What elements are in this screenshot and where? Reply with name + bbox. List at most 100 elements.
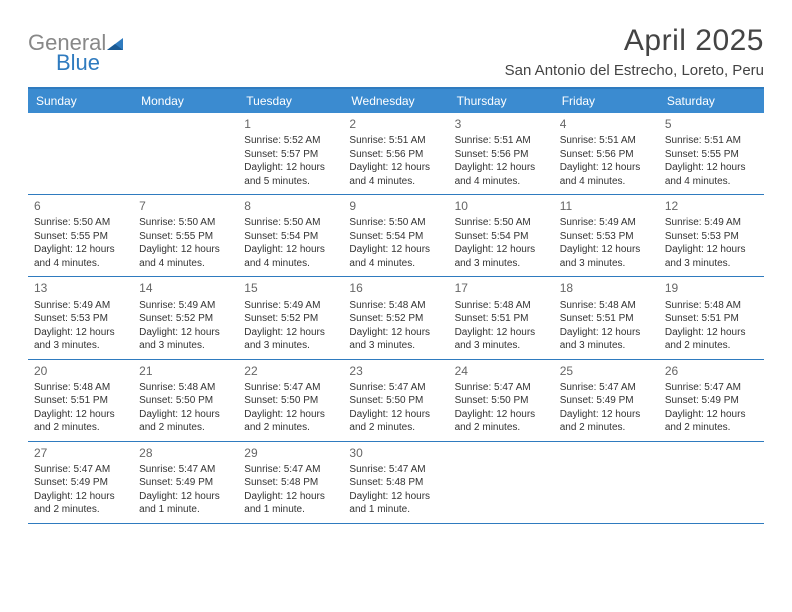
day-cell: 24Sunrise: 5:47 AMSunset: 5:50 PMDayligh… [449,360,554,441]
day-cell: 27Sunrise: 5:47 AMSunset: 5:49 PMDayligh… [28,442,133,523]
sunrise-text: Sunrise: 5:47 AM [244,381,337,395]
day-number: 2 [349,116,442,132]
daylight-text: Daylight: 12 hours and 4 minutes. [244,243,337,270]
day-number: 16 [349,280,442,296]
day-cell: 25Sunrise: 5:47 AMSunset: 5:49 PMDayligh… [554,360,659,441]
sunset-text: Sunset: 5:50 PM [349,394,442,408]
weekday-header: Friday [554,89,659,113]
day-cell: 10Sunrise: 5:50 AMSunset: 5:54 PMDayligh… [449,195,554,276]
day-number: 6 [34,198,127,214]
daylight-text: Daylight: 12 hours and 2 minutes. [139,408,232,435]
day-cell: 21Sunrise: 5:48 AMSunset: 5:50 PMDayligh… [133,360,238,441]
day-cell: 8Sunrise: 5:50 AMSunset: 5:54 PMDaylight… [238,195,343,276]
sunrise-text: Sunrise: 5:47 AM [244,463,337,477]
daylight-text: Daylight: 12 hours and 4 minutes. [349,243,442,270]
daylight-text: Daylight: 12 hours and 3 minutes. [34,326,127,353]
day-number: 8 [244,198,337,214]
weeks-container: 1Sunrise: 5:52 AMSunset: 5:57 PMDaylight… [28,113,764,524]
daylight-text: Daylight: 12 hours and 4 minutes. [349,161,442,188]
daylight-text: Daylight: 12 hours and 4 minutes. [560,161,653,188]
sunrise-text: Sunrise: 5:50 AM [349,216,442,230]
daylight-text: Daylight: 12 hours and 2 minutes. [455,408,548,435]
sunset-text: Sunset: 5:51 PM [560,312,653,326]
day-number: 26 [665,363,758,379]
empty-day-cell [659,442,764,523]
sunset-text: Sunset: 5:54 PM [244,230,337,244]
day-number: 15 [244,280,337,296]
day-cell: 1Sunrise: 5:52 AMSunset: 5:57 PMDaylight… [238,113,343,194]
daylight-text: Daylight: 12 hours and 2 minutes. [244,408,337,435]
weekday-header-row: Sunday Monday Tuesday Wednesday Thursday… [28,89,764,113]
logo: GeneralBlue [28,24,124,76]
week-row: 1Sunrise: 5:52 AMSunset: 5:57 PMDaylight… [28,113,764,195]
day-cell: 11 Sunrise: 5:49 AMSunset: 5:53 PMDayligh… [554,195,659,276]
daylight-text: Daylight: 12 hours and 2 minutes. [665,408,758,435]
sunset-text: Sunset: 5:50 PM [139,394,232,408]
daylight-text: Daylight: 12 hours and 2 minutes. [34,408,127,435]
daylight-text: Daylight: 12 hours and 1 minute. [244,490,337,517]
day-cell: 6Sunrise: 5:50 AMSunset: 5:55 PMDaylight… [28,195,133,276]
daylight-text: Daylight: 12 hours and 5 minutes. [244,161,337,188]
weekday-header: Monday [133,89,238,113]
day-number: 24 [455,363,548,379]
sunset-text: Sunset: 5:55 PM [139,230,232,244]
daylight-text: Daylight: 12 hours and 3 minutes. [349,326,442,353]
day-number: 17 [455,280,548,296]
day-number: 1 [244,116,337,132]
sunrise-text: Sunrise: 5:48 AM [665,299,758,313]
day-number: 11 [560,198,653,214]
sunset-text: Sunset: 5:49 PM [139,476,232,490]
sunset-text: Sunset: 5:55 PM [34,230,127,244]
day-number: 13 [34,280,127,296]
daylight-text: Daylight: 12 hours and 1 minute. [139,490,232,517]
daylight-text: Daylight: 12 hours and 3 minutes. [560,243,653,270]
empty-day-cell [449,442,554,523]
empty-day-cell [133,113,238,194]
sunrise-text: Sunrise: 5:48 AM [455,299,548,313]
sunset-text: Sunset: 5:57 PM [244,148,337,162]
day-cell: 29Sunrise: 5:47 AMSunset: 5:48 PMDayligh… [238,442,343,523]
day-cell: 30Sunrise: 5:47 AMSunset: 5:48 PMDayligh… [343,442,448,523]
day-cell: 28Sunrise: 5:47 AMSunset: 5:49 PMDayligh… [133,442,238,523]
day-cell: 12Sunrise: 5:49 AMSunset: 5:53 PMDayligh… [659,195,764,276]
sunrise-text: Sunrise: 5:49 AM [244,299,337,313]
daylight-text: Daylight: 12 hours and 3 minutes. [244,326,337,353]
day-cell: 9Sunrise: 5:50 AMSunset: 5:54 PMDaylight… [343,195,448,276]
daylight-text: Daylight: 12 hours and 2 minutes. [560,408,653,435]
day-number: 7 [139,198,232,214]
day-number: 29 [244,445,337,461]
sunset-text: Sunset: 5:51 PM [34,394,127,408]
sunrise-text: Sunrise: 5:48 AM [34,381,127,395]
daylight-text: Daylight: 12 hours and 2 minutes. [34,490,127,517]
sunset-text: Sunset: 5:56 PM [560,148,653,162]
sunset-text: Sunset: 5:52 PM [139,312,232,326]
sunrise-text: Sunrise: 5:47 AM [560,381,653,395]
weekday-header: Tuesday [238,89,343,113]
sunrise-text: Sunrise: 5:49 AM [34,299,127,313]
empty-day-cell [28,113,133,194]
daylight-text: Daylight: 12 hours and 4 minutes. [455,161,548,188]
day-number: 25 [560,363,653,379]
calendar-grid: Sunday Monday Tuesday Wednesday Thursday… [28,87,764,524]
weekday-header: Thursday [449,89,554,113]
day-number: 19 [665,280,758,296]
day-cell: 5Sunrise: 5:51 AMSunset: 5:55 PMDaylight… [659,113,764,194]
day-number: 3 [455,116,548,132]
sunrise-text: Sunrise: 5:50 AM [455,216,548,230]
day-number: 22 [244,363,337,379]
sunset-text: Sunset: 5:54 PM [349,230,442,244]
daylight-text: Daylight: 12 hours and 1 minute. [349,490,442,517]
sunrise-text: Sunrise: 5:49 AM [665,216,758,230]
daylight-text: Daylight: 12 hours and 4 minutes. [665,161,758,188]
day-cell: 17Sunrise: 5:48 AMSunset: 5:51 PMDayligh… [449,277,554,358]
sunset-text: Sunset: 5:53 PM [665,230,758,244]
sunrise-text: Sunrise: 5:49 AM [560,216,653,230]
day-number: 20 [34,363,127,379]
sunset-text: Sunset: 5:51 PM [455,312,548,326]
daylight-text: Daylight: 12 hours and 4 minutes. [34,243,127,270]
sunset-text: Sunset: 5:55 PM [665,148,758,162]
day-cell: 18Sunrise: 5:48 AMSunset: 5:51 PMDayligh… [554,277,659,358]
sunset-text: Sunset: 5:53 PM [560,230,653,244]
empty-day-cell [554,442,659,523]
day-number: 10 [455,198,548,214]
